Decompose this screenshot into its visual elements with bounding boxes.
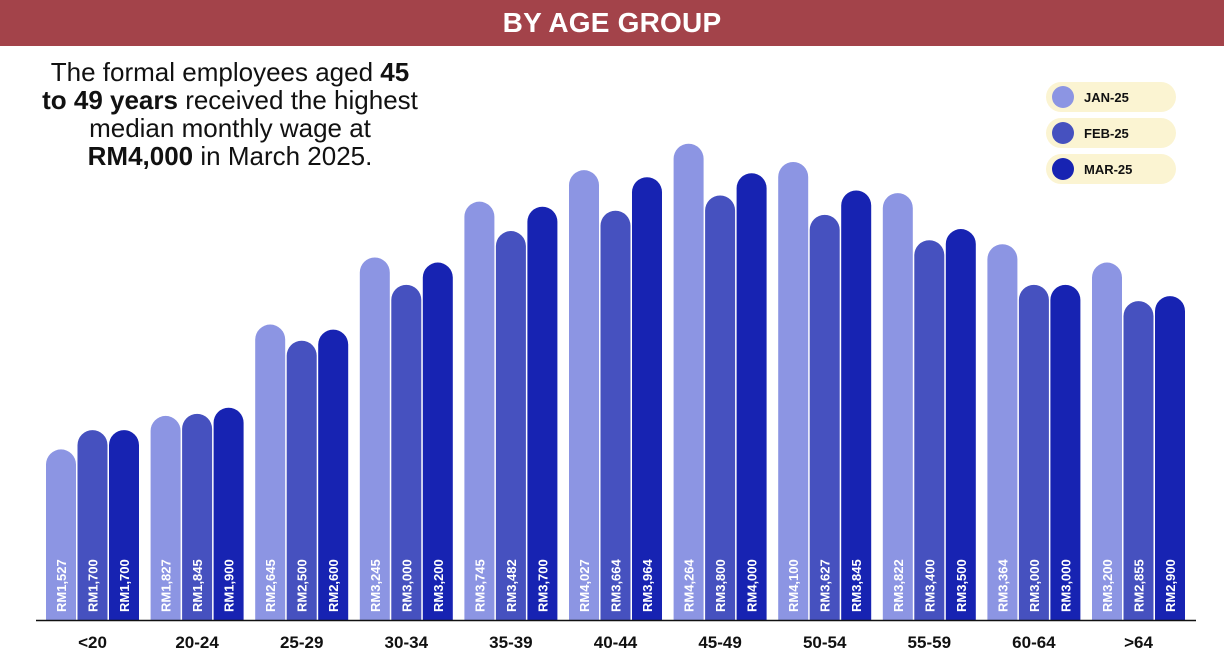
legend-label-jan: JAN-25 [1084,89,1129,105]
x-tick-label: 50-54 [803,633,847,652]
x-tick-label: 60-64 [1012,633,1056,652]
bar-value-label: RM4,100 [786,559,801,612]
legend-swatch-mar [1052,158,1074,180]
bar-value-label: RM2,900 [1163,559,1178,612]
x-tick-label: 40-44 [594,633,638,652]
bar-mar-25-50-54 [841,190,872,620]
annotation-highlight-wage: RM4,000 [87,141,194,171]
bar-feb-25-50-54 [809,214,840,620]
bar-jan-25-50-54 [778,162,809,620]
bar-mar-25-60-64 [1050,284,1081,620]
bar-mar-25-30-34 [422,262,453,620]
bar-mar-25-25-29 [318,329,349,620]
bar-value-label: RM2,645 [263,559,278,612]
bar-value-label: RM3,745 [472,559,487,612]
bar-jan-25-gt64 [1092,262,1122,620]
legend-item-feb: FEB-25 [1046,118,1176,148]
bar-jan-25-60-64 [987,244,1018,620]
bar-mar-25-55-59 [945,229,976,621]
bar-value-label: RM1,845 [190,559,205,612]
legend-swatch-jan [1052,86,1074,108]
bar-feb-25-30-34 [391,284,422,620]
bar-mar-25-gt64 [1155,296,1185,620]
legend-item-mar: MAR-25 [1046,154,1176,184]
bar-jan-25-lt20 [46,449,76,620]
bar-feb-25-35-39 [495,231,526,620]
bar-feb-25-45-49 [705,195,736,620]
chart-legend: JAN-25 FEB-25 MAR-25 [1046,82,1176,190]
bar-value-label: RM4,264 [682,558,697,612]
bar-value-label: RM3,822 [891,559,906,612]
bar-feb-25-lt20 [77,430,108,620]
x-tick-label: 30-34 [385,633,429,652]
bar-mar-25-45-49 [736,173,767,620]
annotation-highlight-age: 45 to 49 years [42,57,410,115]
x-tick-label: 45-49 [698,633,741,652]
header-title: BY AGE GROUP [502,7,722,38]
bar-value-label: RM3,700 [535,559,550,612]
bar-mar-25-20-24 [213,407,244,620]
bar-feb-25-40-44 [600,210,631,620]
bar-value-label: RM3,964 [640,558,655,612]
chart-header: BY AGE GROUP [0,0,1224,46]
bar-value-label: RM2,600 [326,559,341,612]
bar-mar-25-lt20 [109,430,139,620]
annotation-text-2: received the highest median monthly wage… [89,85,418,143]
bar-value-label: RM3,364 [995,558,1010,612]
bar-value-label: RM1,900 [222,559,237,612]
bar-feb-25-25-29 [286,340,317,620]
bar-value-label: RM3,200 [431,559,446,612]
bar-value-label: RM3,664 [609,558,624,612]
legend-label-mar: MAR-25 [1084,161,1133,177]
bar-jan-25-20-24 [150,415,181,620]
bar-value-label: RM3,000 [1058,559,1073,612]
chart-annotation: The formal employees aged 45 to 49 years… [40,58,420,170]
x-tick-label: 20-24 [175,633,219,652]
bar-value-label: RM4,027 [577,559,592,612]
bar-jan-25-45-49 [673,143,704,621]
bar-value-label: RM3,000 [399,559,414,612]
legend-item-jan: JAN-25 [1046,82,1176,112]
bar-value-label: RM2,855 [1132,559,1147,612]
bar-feb-25-55-59 [914,240,945,620]
bar-jan-25-35-39 [464,201,495,620]
x-tick-label: 55-59 [908,633,951,652]
bar-jan-25-30-34 [359,257,390,620]
bar-value-label: RM3,400 [922,559,937,612]
x-tick-label: 35-39 [489,633,532,652]
bar-value-label: RM3,482 [504,559,519,612]
bar-value-label: RM4,000 [745,559,760,612]
annotation-text-1: The formal employees aged [50,57,381,87]
bar-value-label: RM3,500 [954,559,969,612]
x-tick-label: 25-29 [280,633,323,652]
bar-value-label: RM1,527 [54,559,69,612]
x-tick-label: >64 [1124,633,1153,652]
bar-value-label: RM3,200 [1100,559,1115,612]
bar-value-label: RM3,245 [368,559,383,612]
legend-swatch-feb [1052,122,1074,144]
bar-value-label: RM3,845 [849,559,864,612]
annotation-text-3: in March 2025. [193,141,373,171]
bar-mar-25-35-39 [527,206,558,620]
bar-value-label: RM1,700 [117,559,132,612]
bar-jan-25-55-59 [882,193,913,621]
bar-feb-25-gt64 [1123,301,1154,620]
bar-value-label: RM3,800 [713,559,728,612]
bar-feb-25-20-24 [182,413,213,620]
x-tick-label: <20 [78,633,107,652]
bar-feb-25-60-64 [1018,284,1049,620]
legend-label-feb: FEB-25 [1084,125,1129,141]
bar-mar-25-40-44 [632,177,662,620]
bar-value-label: RM3,000 [1027,559,1042,612]
bar-value-label: RM1,827 [159,559,174,612]
bar-value-label: RM2,500 [295,559,310,612]
bar-value-label: RM1,700 [86,559,101,612]
bar-value-label: RM3,627 [818,559,833,612]
header-divider [0,46,1224,49]
bar-jan-25-40-44 [569,170,599,621]
bar-jan-25-25-29 [255,324,286,620]
